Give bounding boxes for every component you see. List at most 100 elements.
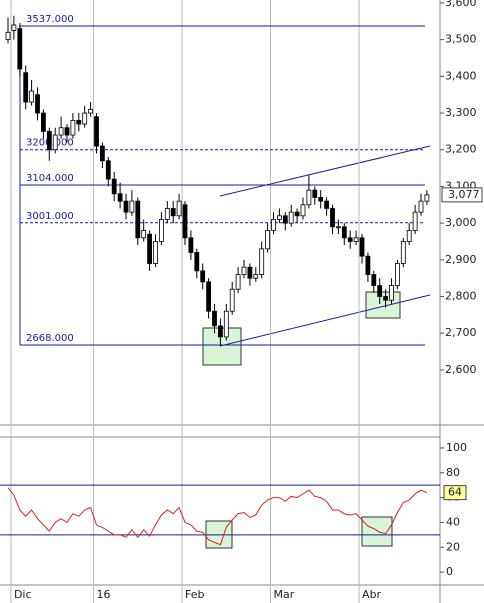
candle-body [294,211,300,217]
rsi-y-tick-label: 80 [446,466,460,479]
candle-body [23,72,29,103]
rsi-y-tick-label: 0 [446,565,453,578]
candle-body [188,237,194,253]
candle-body [170,208,176,217]
trend-line [219,294,431,347]
rsi-marker-label: 64 [448,486,462,499]
candle-body [52,134,58,151]
candle-body [182,204,188,239]
candle-body [29,90,35,103]
candle-body [153,241,158,264]
rsi-line [7,487,428,546]
candle-body [300,204,306,217]
candle-body [135,200,141,239]
candle-body [288,211,294,224]
candle-body [41,112,46,132]
candle-body [147,233,153,264]
candle-body [306,189,312,206]
candle-body [82,112,88,125]
candle-body [247,266,253,279]
y-tick-label: 2,700 [445,326,477,339]
candle-body [282,215,288,224]
candle-body [64,127,70,136]
x-tick-label: Dic [14,588,32,601]
candle-body [17,28,23,70]
candle-body [324,200,330,209]
highlight-box [365,291,401,319]
candle-body [383,296,389,301]
x-tick-label: Feb [185,588,204,601]
candle-body [341,226,347,239]
candle-body [223,310,229,338]
x-tick-label: Abr [362,588,382,601]
candle-body [347,237,353,242]
candle-body [353,237,359,242]
candle-body [111,178,117,195]
candle-body [394,263,400,286]
candle-body [359,237,365,257]
x-tick-label: Mar [274,588,295,601]
candle-body [418,200,424,213]
level-label: 2668.000 [26,333,74,344]
candle-body [5,31,11,41]
y-tick-label: 3,600 [445,0,477,9]
candle-body [158,219,164,242]
candle-body [365,255,371,275]
candle-body [206,281,212,312]
candle-body [176,200,182,217]
candle-body [241,266,247,275]
candle-body [235,274,241,290]
candle-body [377,285,383,297]
candle-body [253,274,259,279]
candle-body [424,194,430,202]
rsi-y-tick-label: 20 [446,540,460,553]
level-label: 3104.000 [26,173,74,184]
candle-body [212,310,217,327]
candle-body [129,200,135,213]
candle-body [335,226,341,229]
rsi-marker [443,485,467,501]
y-tick-label: 3,400 [445,69,477,82]
candle-body [46,130,52,151]
y-tick-label: 3,200 [445,143,477,156]
candle-body [94,116,99,147]
candle-body [35,94,40,114]
candle-body [100,145,105,162]
candle-body [259,248,265,275]
y-tick-label: 3,500 [445,33,477,46]
candle-body [200,270,206,283]
x-tick-label: 16 [97,588,111,601]
candle-body [276,215,282,220]
candle-body [318,197,324,202]
price-marker-label: 3,077 [448,188,480,201]
candle-body [312,189,318,198]
candle-body [105,160,111,180]
y-tick-label: 3,000 [445,216,477,229]
candle-body [88,108,93,114]
candle-body [123,200,129,213]
y-tick-label: 2,600 [445,363,477,376]
candle-body [406,230,412,242]
candle-body [164,208,170,220]
candle-body [217,325,223,338]
price-marker [441,187,483,203]
trend-line [219,145,431,197]
y-tick-label: 2,800 [445,290,477,303]
candle-body [371,274,377,286]
candle-body [265,230,271,250]
candle-body [389,285,394,301]
y-tick-label: 2,900 [445,253,477,266]
rsi-y-tick-label: 40 [446,515,460,528]
candle-body [11,24,17,31]
candle-body [117,193,123,202]
rsi-y-tick-label: 100 [446,441,467,454]
candle-body [194,252,200,272]
candle-body [58,127,64,136]
candle-body [229,288,235,312]
level-label: 3537.000 [26,14,74,25]
y-tick-label: 3,300 [445,106,477,119]
candle-body [141,230,147,239]
level-label: 3001.000 [26,211,74,222]
candle-body [76,119,82,125]
